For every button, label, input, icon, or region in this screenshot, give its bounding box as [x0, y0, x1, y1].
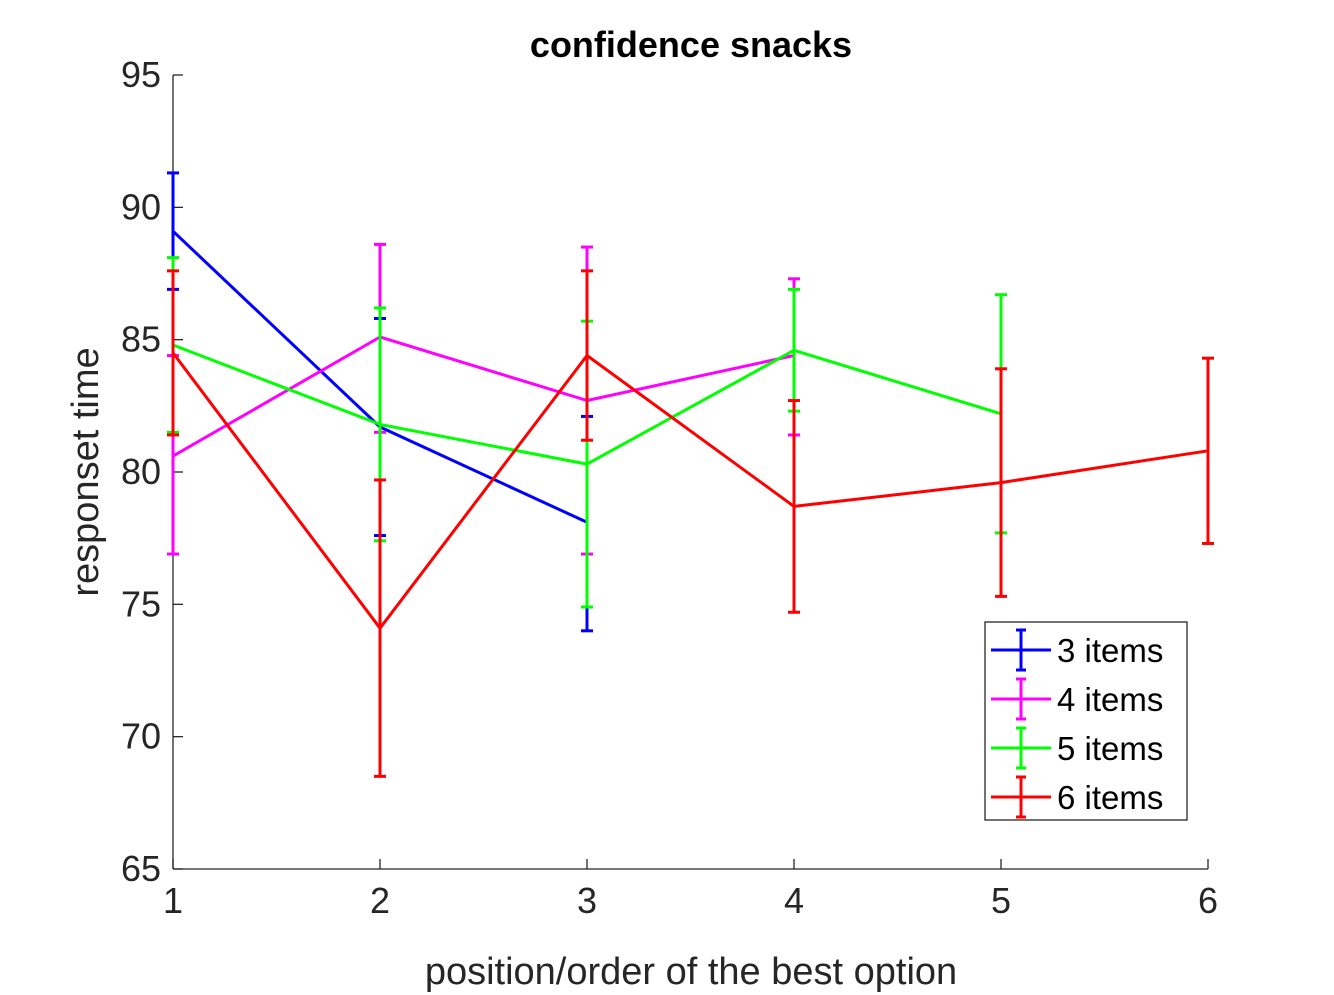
error-bar-4-5	[995, 367, 1007, 598]
error-bar-4-2	[374, 478, 386, 778]
legend-label-4: 6 items	[1057, 779, 1163, 816]
legend-entry-4: 6 items	[991, 775, 1163, 819]
axes: 1 2 3 4 5 6 65 70 75 80 85 90 95	[121, 54, 1218, 921]
error-bar-4-1	[167, 269, 179, 437]
series-4	[167, 269, 1214, 778]
y-tick-label-6: 95	[121, 54, 161, 95]
y-tick-label-1: 70	[121, 716, 161, 757]
series-line-4	[171, 351, 1209, 630]
legend-entry-3: 5 items	[991, 726, 1163, 770]
legend-entry-1: 3 items	[991, 628, 1163, 672]
legend-label-3: 5 items	[1057, 730, 1163, 767]
y-axis-label: responset time	[65, 347, 107, 596]
x-tick-label-4: 5	[991, 880, 1011, 921]
y-tick-label-0: 65	[121, 848, 161, 889]
error-bar-4-3	[581, 269, 593, 442]
series-layer	[167, 171, 1214, 778]
x-tick-label-5: 6	[1198, 880, 1218, 921]
y-tick-label-2: 75	[121, 583, 161, 624]
y-tick-label-4: 85	[121, 319, 161, 360]
chart-title: confidence snacks	[530, 24, 852, 65]
error-bar-4-6	[1202, 356, 1214, 545]
legend-label-1: 3 items	[1057, 632, 1163, 669]
x-tick-label-1: 2	[370, 880, 390, 921]
series-line-2	[172, 335, 795, 458]
x-tick-label-3: 4	[784, 880, 804, 921]
x-tick-label-0: 1	[163, 880, 183, 921]
legend-entry-2: 4 items	[991, 677, 1163, 721]
y-tick-label-3: 80	[121, 451, 161, 492]
legend-box	[984, 621, 1188, 821]
error-bar-4-4	[788, 399, 800, 614]
x-tick-label-2: 3	[577, 880, 597, 921]
x-axis-label: position/order of the best option	[425, 951, 957, 993]
legend: 3 items 4 items 5 items 6 items	[984, 621, 1188, 821]
y-tick-label-5: 90	[121, 186, 161, 227]
legend-label-2: 4 items	[1057, 681, 1163, 718]
